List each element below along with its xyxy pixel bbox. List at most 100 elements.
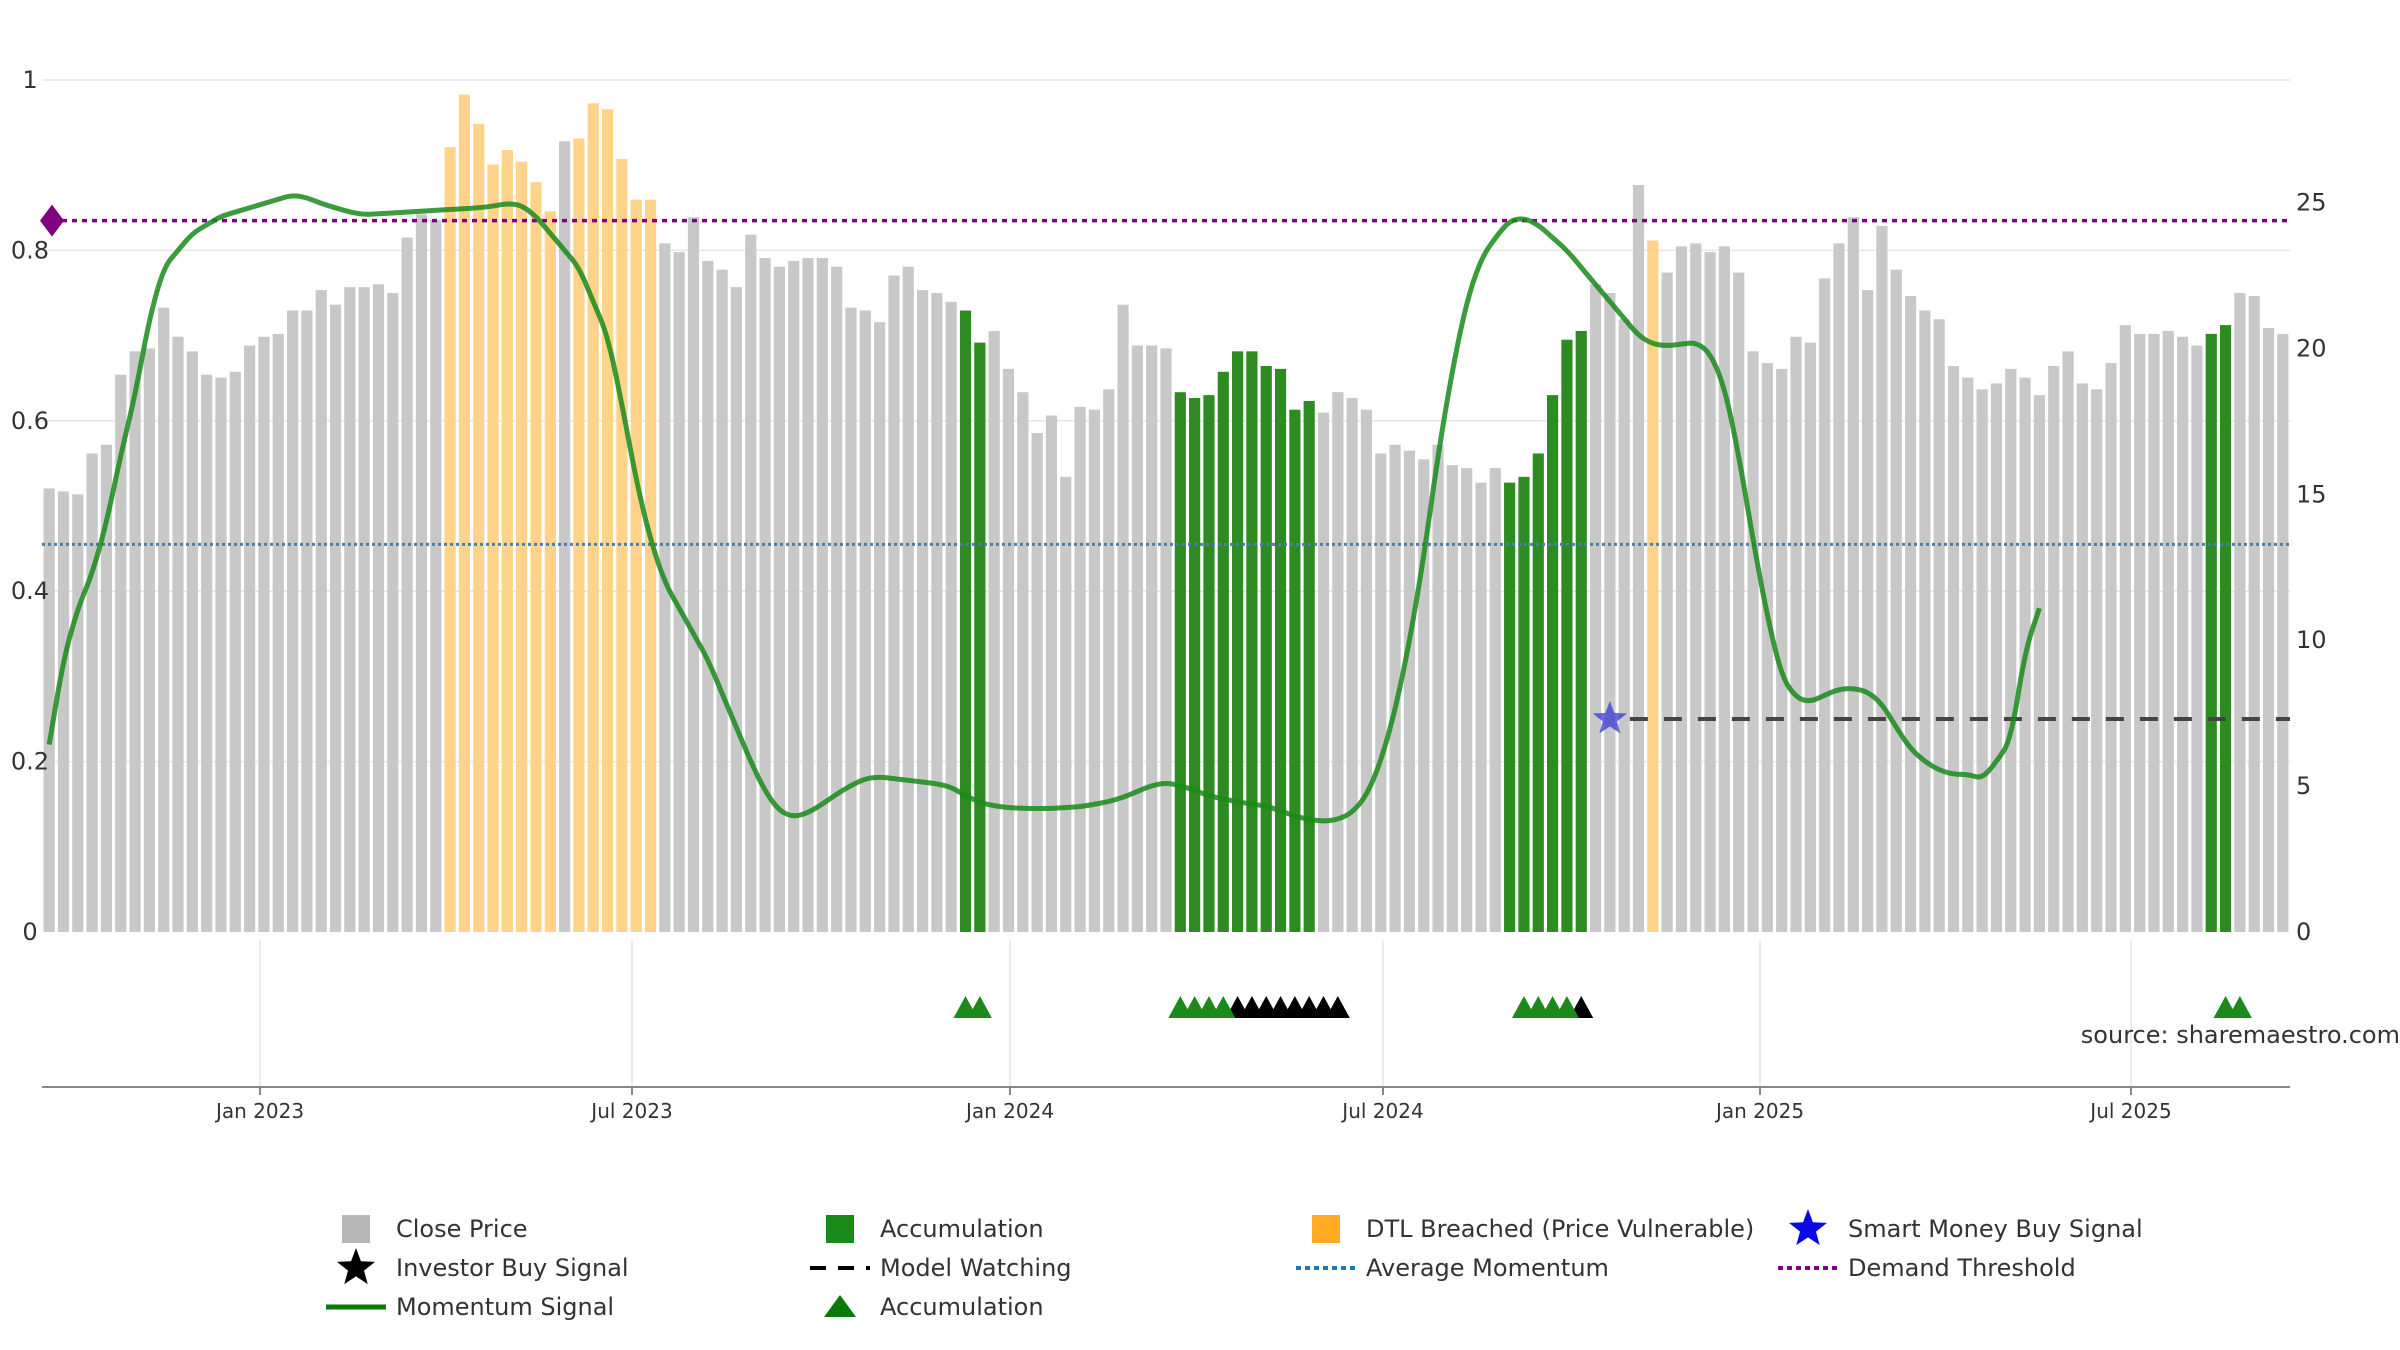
- accumulation-bar: [1232, 351, 1244, 932]
- close-price-bar: [1346, 398, 1358, 932]
- dtl-breached-bar: [644, 199, 657, 933]
- close-price-bar: [57, 491, 70, 932]
- close-price-bar: [931, 293, 943, 932]
- accumulation-triangle: [2227, 996, 2252, 1018]
- legend-label: Close Price: [396, 1215, 528, 1243]
- legend-swatch: [1312, 1215, 1340, 1243]
- dtl-breached-bar: [616, 158, 628, 932]
- accumulation-triangle: [1211, 996, 1236, 1018]
- close-price-bar: [2105, 363, 2117, 932]
- close-price-bar: [1847, 217, 1859, 933]
- close-price-bar: [158, 307, 170, 932]
- close-price-bar: [2191, 345, 2203, 933]
- left-tick-label: 0: [22, 918, 37, 946]
- close-price-bar: [1947, 365, 1960, 932]
- close-price-bar: [831, 266, 843, 932]
- close-price-bar: [2234, 293, 2246, 932]
- close-price-bar: [2076, 383, 2088, 933]
- close-price-bar: [1418, 459, 1430, 932]
- close-price-bar: [988, 330, 1000, 932]
- legend-item: Accumulation: [824, 1293, 1044, 1321]
- accumulation-bar: [974, 342, 986, 932]
- close-price-bar: [143, 348, 155, 932]
- close-price-bar: [1475, 482, 1487, 932]
- accumulation-bar: [1246, 351, 1258, 932]
- close-price-bar: [1733, 272, 1745, 933]
- close-price-bar: [1432, 444, 1444, 932]
- x-tick-label: Jan 2025: [1714, 1099, 1804, 1123]
- left-tick-label: 1: [22, 66, 37, 94]
- legend-label: Accumulation: [880, 1293, 1044, 1321]
- close-price-bar: [759, 257, 771, 932]
- legend-triangle-icon: [824, 1295, 856, 1317]
- accumulation-bar: [1303, 400, 1315, 933]
- close-price-bar: [1833, 243, 1845, 932]
- accumulation-bar: [1575, 330, 1587, 932]
- left-tick-label: 0.4: [11, 577, 49, 605]
- close-price-bar: [1876, 225, 1888, 933]
- accumulation-bar: [1561, 339, 1573, 932]
- close-price-bar: [1060, 476, 1072, 932]
- accumulation-bar: [1217, 371, 1229, 932]
- legend-label: DTL Breached (Price Vulnerable): [1366, 1215, 1754, 1243]
- close-price-bar: [1389, 444, 1401, 932]
- momentum-signal-line: [46, 193, 2042, 824]
- legend-label: Accumulation: [880, 1215, 1044, 1243]
- close-price-bar: [1690, 243, 1702, 932]
- x-tick-label: Jan 2023: [214, 1099, 304, 1123]
- legend-item: Close Price: [342, 1215, 528, 1243]
- legend-item: Accumulation: [826, 1215, 1044, 1243]
- close-price-bar: [1976, 389, 1988, 932]
- close-price-bar: [86, 453, 98, 932]
- legend-swatch: [826, 1215, 854, 1243]
- close-price-bar: [1604, 293, 1616, 932]
- right-tick-label: 20: [2296, 334, 2327, 362]
- close-price-bar: [1332, 392, 1344, 933]
- close-price-bar: [1461, 468, 1473, 932]
- close-price-bar: [1002, 368, 1015, 932]
- dtl-breached-bar: [501, 150, 513, 932]
- close-price-bar: [2134, 333, 2146, 932]
- legend-label: Model Watching: [880, 1254, 1072, 1282]
- x-tick-label: Jul 2024: [1340, 1099, 1423, 1123]
- close-price-bar: [2048, 365, 2060, 932]
- accumulation-bar: [2219, 325, 2232, 932]
- close-price-bar: [1675, 246, 1688, 932]
- close-price-bar: [415, 214, 428, 932]
- accumulation-bar: [1189, 398, 1201, 932]
- close-price-bar: [702, 260, 714, 932]
- dtl-breached-bar: [573, 138, 585, 932]
- dtl-breached-bar: [530, 182, 542, 932]
- accumulation-triangle: [967, 996, 992, 1018]
- x-tick-label: Jul 2023: [589, 1099, 672, 1123]
- close-price-bar: [272, 333, 284, 932]
- close-price-bar: [1088, 409, 1100, 932]
- close-price-bar: [1919, 310, 1931, 932]
- close-price-bar: [1446, 465, 1458, 932]
- close-price-bar: [1862, 290, 1874, 933]
- legend-label: Momentum Signal: [396, 1293, 614, 1321]
- close-price-bar: [2162, 330, 2174, 932]
- close-price-bar: [673, 252, 685, 932]
- close-price-bar: [430, 220, 442, 932]
- close-price-bar: [387, 293, 399, 932]
- accumulation-bar: [1532, 453, 1544, 932]
- dtl-breached-bar: [516, 161, 528, 933]
- close-price-bar: [859, 310, 871, 932]
- legend-item: Investor Buy Signal: [336, 1248, 629, 1285]
- close-price-bar: [559, 141, 571, 932]
- close-price-bar: [1718, 246, 1731, 932]
- close-price-bar: [2277, 333, 2289, 932]
- dtl-breached-bar: [544, 211, 556, 932]
- legend-star-icon: [1788, 1209, 1828, 1246]
- left-tick-label: 0.6: [11, 407, 49, 435]
- close-price-bar: [172, 336, 184, 933]
- dtl-breached-bar: [587, 103, 599, 932]
- dtl-breached-bar: [630, 199, 642, 933]
- close-price-bar: [315, 290, 327, 933]
- accumulation-bar: [1547, 395, 1559, 932]
- close-price-bar: [945, 301, 957, 932]
- close-price-bar: [258, 336, 270, 933]
